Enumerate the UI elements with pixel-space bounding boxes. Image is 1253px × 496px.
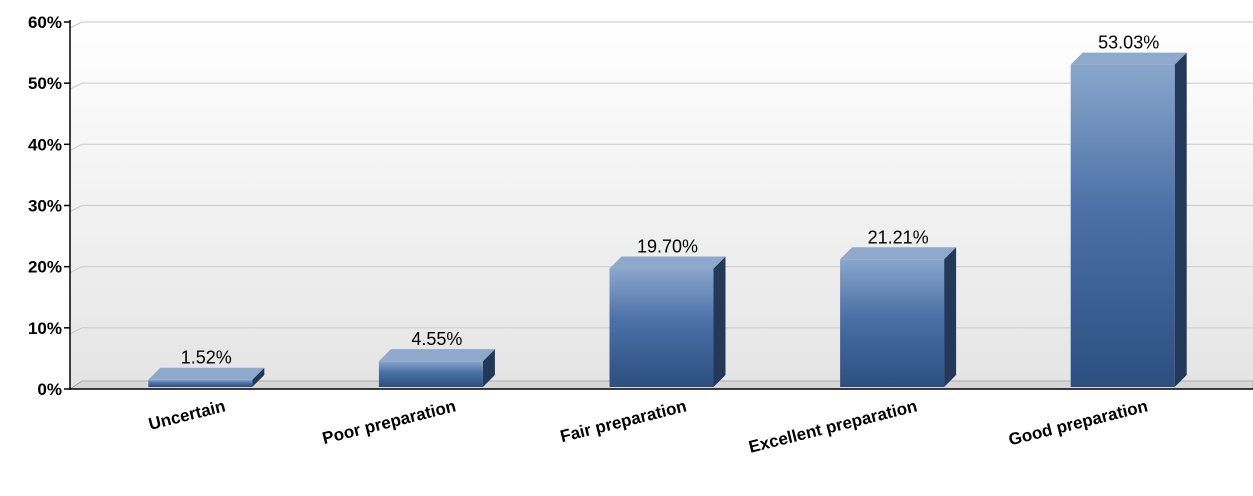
gridline-depth (69, 205, 83, 212)
bar-front (840, 259, 945, 387)
bar-front (609, 268, 714, 387)
gridline-depth (69, 82, 83, 90)
data-label: 1.52% (181, 348, 232, 368)
category-label: Excellent preparation (747, 396, 919, 456)
data-label: 4.55% (411, 329, 462, 349)
data-label: 19.70% (637, 237, 698, 257)
gridline-depth (69, 327, 83, 335)
bar-top (378, 349, 495, 362)
bar (378, 349, 495, 387)
bar-side (482, 349, 495, 387)
bar-top (840, 247, 957, 260)
y-tick-label: 60% (28, 13, 62, 32)
bar (609, 256, 726, 387)
bar-front (1070, 64, 1175, 387)
bar-top (148, 367, 265, 380)
bar (1070, 52, 1187, 387)
category-label: Good preparation (1007, 396, 1150, 449)
gridline-depth (69, 21, 83, 29)
y-tick-label: 10% (28, 319, 62, 338)
y-tick-label: 0% (37, 380, 62, 399)
gridline-depth (69, 143, 83, 151)
bar-top (609, 256, 726, 269)
data-label: 53.03% (1098, 33, 1159, 53)
bar-top (1070, 52, 1187, 65)
data-label: 21.21% (868, 227, 929, 247)
y-tick-label: 50% (28, 74, 62, 93)
bar-front (378, 361, 483, 387)
y-tick-label: 40% (28, 135, 62, 154)
bar-side (944, 247, 957, 387)
bars (148, 52, 1187, 387)
category-label: Fair preparation (558, 396, 688, 446)
bar-side (713, 256, 726, 387)
category-label: Poor preparation (320, 396, 457, 448)
y-tick-label: 30% (28, 197, 62, 216)
bar (148, 367, 265, 387)
bar (840, 247, 957, 387)
bar-front (148, 379, 253, 387)
bar-side (252, 367, 265, 387)
bar-side (1174, 52, 1187, 387)
y-tick-label: 20% (28, 258, 62, 277)
gridline-depth (69, 266, 83, 274)
category-label: Uncertain (147, 396, 228, 433)
